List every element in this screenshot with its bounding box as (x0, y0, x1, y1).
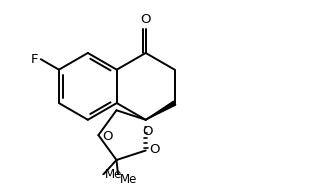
Text: O: O (149, 142, 160, 155)
Text: Me: Me (120, 173, 137, 186)
Text: Me: Me (105, 168, 122, 181)
Text: F: F (31, 53, 38, 66)
Text: O: O (141, 13, 151, 26)
Text: O: O (142, 125, 152, 138)
Polygon shape (146, 101, 176, 120)
Text: O: O (102, 130, 112, 143)
